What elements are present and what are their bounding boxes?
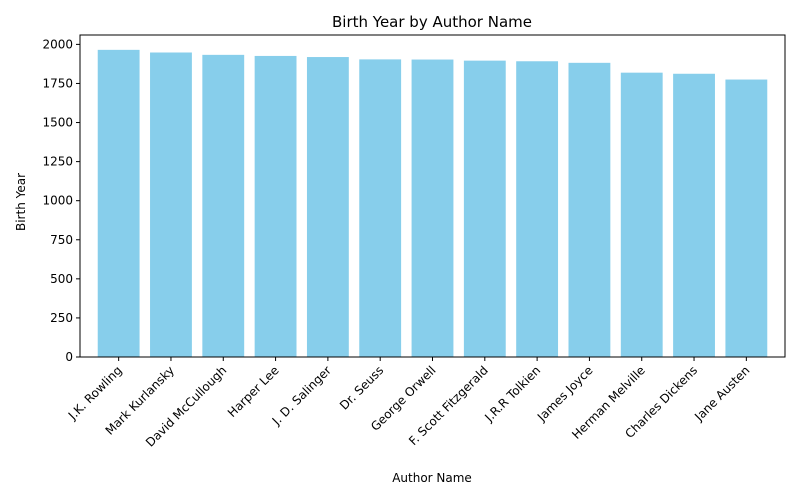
y-tick-label: 750 [50, 233, 73, 247]
y-tick-label: 250 [50, 311, 73, 325]
y-tick-label: 2000 [42, 37, 73, 51]
bar-10 [620, 72, 663, 358]
bar-6 [411, 59, 454, 358]
y-tick-label: 0 [65, 350, 73, 364]
x-tick-label: Dr. Seuss [337, 363, 386, 412]
plot-frame [79, 34, 786, 358]
y-tick-label: 1250 [42, 155, 73, 169]
bar-3 [254, 55, 297, 358]
x-tick-label: J.R.R Tolkien [481, 363, 543, 425]
x-tick-label: Jane Austen [691, 363, 752, 424]
x-tick-label: Harper Lee [225, 363, 282, 420]
bar-8 [516, 61, 559, 357]
y-axis-label: Birth Year [14, 173, 28, 231]
y-tick-label: 1500 [42, 116, 73, 130]
y-tick-label: 1000 [42, 194, 73, 208]
y-ticks-group: 0 250 500 750 1000 1250 1500 1750 2000 [42, 37, 80, 364]
bar-4 [306, 57, 349, 358]
bar-0 [97, 49, 140, 357]
bar-1 [150, 52, 192, 357]
x-axis-label: Author Name [392, 471, 472, 485]
y-tick-label: 1750 [42, 76, 73, 90]
bar-2 [202, 54, 245, 358]
y-tick-label: 500 [50, 272, 73, 286]
bar-11 [673, 73, 715, 357]
bar-7 [463, 60, 506, 358]
bars-group [97, 49, 768, 358]
chart-title: Birth Year by Author Name [332, 13, 532, 31]
bar-5 [359, 59, 402, 358]
bar-9 [568, 62, 611, 357]
bar-12 [725, 79, 768, 357]
